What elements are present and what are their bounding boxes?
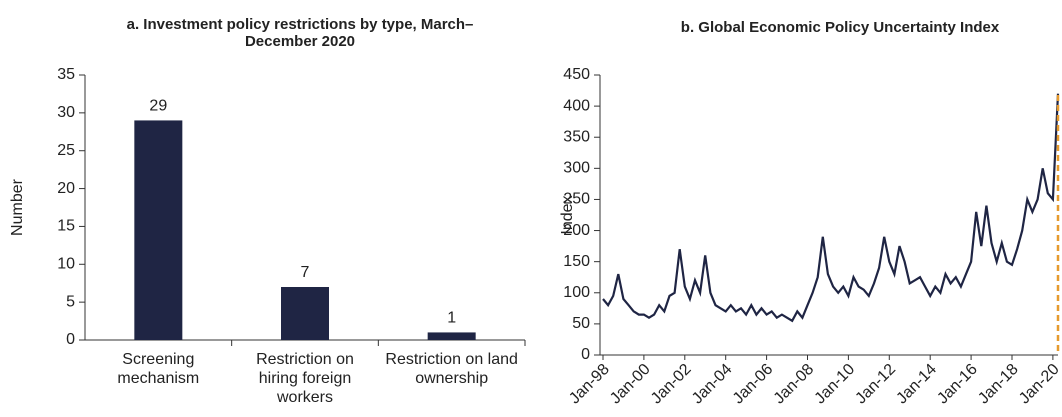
y-tick-label: 35 (57, 66, 75, 83)
y-tick-label: 400 (563, 97, 590, 114)
y-tick-label: 250 (563, 191, 590, 208)
y-tick-label: 0 (581, 346, 590, 363)
x-tick-label: Restriction on land ownership (385, 351, 518, 387)
x-tick-label: Jan-14 (893, 361, 940, 408)
y-tick-label: 15 (57, 218, 75, 235)
x-tick-label: Jan-00 (607, 361, 654, 408)
y-tick-label: 20 (57, 180, 75, 197)
y-tick-label: 5 (66, 293, 75, 310)
y-tick-label: 150 (563, 253, 590, 270)
y-tick-label: 25 (57, 142, 75, 159)
x-tick-label: Jan-06 (730, 361, 777, 408)
y-axis-label: Number (9, 178, 26, 236)
x-tick-label: Jan-20 (1016, 361, 1062, 408)
x-tick-label: Jan-02 (648, 361, 695, 408)
x-tick-label: Restriction on hiring foreign workers (256, 351, 354, 406)
bar (134, 120, 183, 340)
chart-title: b. Global Economic Policy Uncertainty In… (680, 19, 1000, 36)
y-tick-label: 30 (57, 104, 75, 121)
x-tick-label: Jan-08 (771, 361, 818, 408)
x-tick-label: Jan-98 (566, 361, 613, 408)
data-label: 29 (149, 98, 167, 115)
y-tick-label: 450 (563, 66, 590, 83)
x-tick-label: Jan-16 (934, 361, 981, 408)
y-tick-label: 350 (563, 128, 590, 145)
y-tick-label: 10 (57, 256, 75, 273)
line-series (602, 93, 1060, 323)
y-tick-label: 0 (66, 331, 75, 348)
y-tick-label: 50 (572, 315, 590, 332)
x-tick-label: Jan-04 (689, 361, 736, 408)
x-tick-label: Jan-18 (975, 361, 1022, 408)
data-label: 1 (447, 310, 456, 327)
y-axis-label: Index (559, 195, 576, 234)
chart-title: a. Investment policy restrictions by typ… (126, 16, 474, 50)
x-tick-label: Screening mechanism (117, 351, 200, 387)
y-tick-label: 300 (563, 160, 590, 177)
y-tick-label: 200 (563, 222, 590, 239)
bar (281, 287, 329, 340)
x-tick-label: Jan-12 (852, 361, 899, 408)
data-label: 7 (301, 264, 310, 281)
x-tick-label: Jan-10 (812, 361, 859, 408)
y-tick-label: 100 (563, 284, 590, 301)
bar (427, 332, 476, 340)
